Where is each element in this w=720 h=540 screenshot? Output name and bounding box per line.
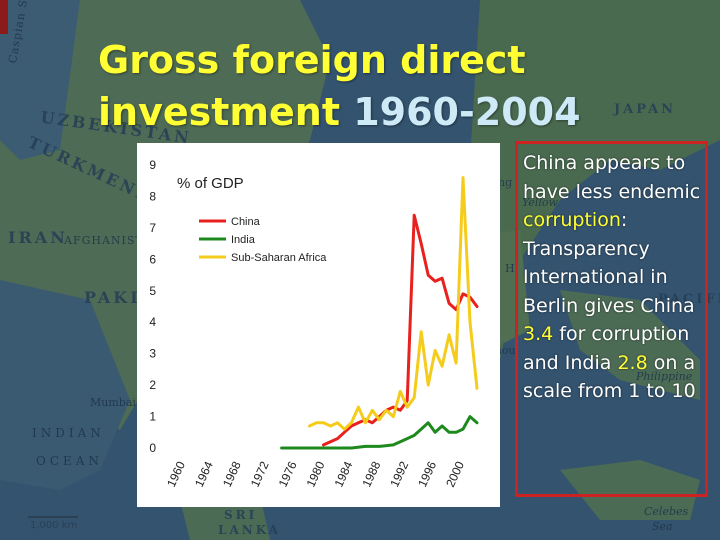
y-tick-label: 0 xyxy=(149,441,156,455)
map-label-ocean: OCEAN xyxy=(36,454,103,468)
y-axis-label: % of GDP xyxy=(177,175,244,192)
x-tick-label: 1996 xyxy=(415,459,439,489)
fdi-chart: 0 1 2 3 4 5 6 7 8 9% of GDP 1960 1964 1968 1972 1976 19… xyxy=(137,143,500,507)
x-tick-label: 1968 xyxy=(220,459,244,489)
map-label-pakistan: PAKIS xyxy=(84,288,156,307)
y-tick-label: 3 xyxy=(149,347,156,361)
note-corruption: corruption xyxy=(523,209,621,231)
map-label-lanka: LANKA xyxy=(218,523,281,537)
y-tick-label: 7 xyxy=(149,221,156,235)
note-china-score: 3.4 xyxy=(523,323,554,345)
title-years: 1960-2004 xyxy=(353,90,581,134)
x-tick-label: 1984 xyxy=(331,459,355,489)
y-tick-label: 4 xyxy=(149,315,156,329)
map-label-japan: JAPAN xyxy=(614,102,677,117)
x-tick-label: 2000 xyxy=(443,459,467,489)
map-label-yellow: Yellow xyxy=(522,196,558,209)
map-label-indian: INDIAN xyxy=(32,426,105,440)
scale-bar xyxy=(28,516,78,518)
x-tick-label: 1960 xyxy=(164,459,188,489)
y-tick-label: 6 xyxy=(149,252,156,266)
scale-label: 1,000 km xyxy=(30,520,78,531)
map-label-pacific: PACIFIC xyxy=(658,292,720,307)
map-label-sri: SRI xyxy=(224,508,258,522)
map-label-philippine: Philippine xyxy=(636,370,693,383)
map-label-mumbai: Mumbai xyxy=(90,396,136,409)
legend-label: India xyxy=(231,234,256,246)
y-tick-label: 9 xyxy=(149,158,156,172)
series-line xyxy=(280,415,479,450)
series-line xyxy=(308,176,479,431)
y-tick-label: 1 xyxy=(149,410,156,424)
note-box xyxy=(515,141,708,497)
map-label-sea: Sea xyxy=(652,520,673,533)
note-part-2: : Transparency International in Berlin g… xyxy=(523,209,695,317)
note-text: China appears to have less endemic corru… xyxy=(523,149,713,406)
map-label-celebes: Celebes xyxy=(644,505,689,518)
legend-label: China xyxy=(231,216,261,228)
map-label-ng: ng xyxy=(498,176,513,189)
x-tick-label: 1976 xyxy=(276,459,300,489)
x-tick-label: 1992 xyxy=(387,459,411,489)
x-tick-label: 1980 xyxy=(304,459,328,489)
y-tick-label: 8 xyxy=(149,189,156,203)
x-tick-label: 1988 xyxy=(359,459,383,489)
map-label-han: H xyxy=(505,262,515,275)
note-part-4: on a scale from 1 to 10 xyxy=(523,351,696,403)
x-tick-label: 1964 xyxy=(192,459,216,489)
slide-title: Gross foreign direct investment 1960-200… xyxy=(98,34,581,138)
legend-label: Sub-Saharan Africa xyxy=(231,252,327,264)
note-india-score: 2.8 xyxy=(617,351,648,374)
title-line-1: Gross foreign direct xyxy=(98,38,526,82)
title-word-investment: investment xyxy=(98,90,340,134)
map-label-iran: IRAN xyxy=(8,228,68,247)
note-part-1: China appears to have less endemic xyxy=(523,152,701,203)
y-tick-label: 2 xyxy=(149,378,156,392)
x-tick-label: 1972 xyxy=(248,459,272,489)
note-part-3: for corruption and India xyxy=(523,323,690,374)
y-tick-label: 5 xyxy=(149,284,156,298)
corner-bar xyxy=(0,0,8,34)
series-line xyxy=(322,213,479,447)
